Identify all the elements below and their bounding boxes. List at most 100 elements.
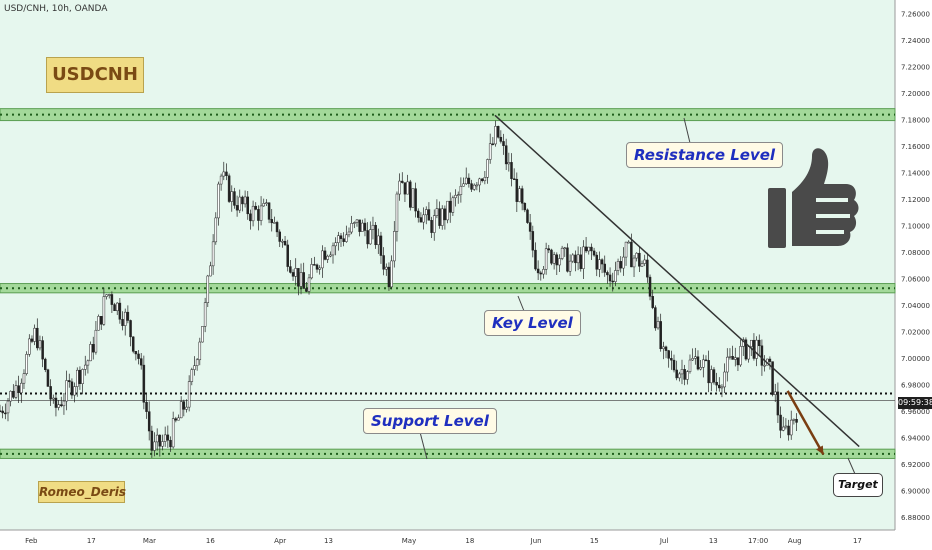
candle-body xyxy=(275,222,279,233)
candle-body xyxy=(789,419,793,436)
candle-body xyxy=(574,254,577,264)
candle-body xyxy=(214,217,218,243)
candle-body xyxy=(531,231,535,251)
candle-body xyxy=(398,180,401,195)
candle-body xyxy=(297,268,300,287)
candle-body xyxy=(78,369,82,384)
candle-body xyxy=(440,208,444,226)
candle-body xyxy=(571,254,575,262)
candle-body xyxy=(526,209,529,223)
candle-body xyxy=(131,336,135,352)
candle-body xyxy=(68,380,71,383)
candle-body xyxy=(291,272,295,277)
candle-body xyxy=(750,339,753,347)
x-tick-label: Mar xyxy=(143,537,156,545)
symbol-badge: USDCNH xyxy=(46,57,144,93)
candle-body xyxy=(446,200,449,221)
candle-body xyxy=(539,272,543,275)
candle-body xyxy=(664,346,668,351)
candle-body xyxy=(334,242,337,247)
candle-body xyxy=(94,329,98,353)
candle-body xyxy=(299,272,303,287)
candle-body xyxy=(12,390,15,398)
candle-body xyxy=(371,224,375,230)
y-tick-label: 6.88000 xyxy=(901,514,930,522)
candle-body xyxy=(651,296,654,308)
y-tick-label: 6.92000 xyxy=(901,461,930,469)
candle-body xyxy=(142,364,146,403)
candle-body xyxy=(736,357,740,366)
candle-body xyxy=(502,141,505,146)
candle-body xyxy=(166,434,170,441)
x-tick-label: 17 xyxy=(87,537,96,545)
candle-body xyxy=(374,224,377,246)
candle-body xyxy=(715,381,718,386)
candle-body xyxy=(54,397,58,408)
candle-body xyxy=(147,411,151,432)
candle-body xyxy=(406,181,409,195)
y-tick-label: 6.94000 xyxy=(901,434,930,442)
candle-body xyxy=(211,241,215,267)
y-tick-label: 7.14000 xyxy=(901,169,930,177)
candle-body xyxy=(600,259,604,265)
candle-body xyxy=(448,200,452,213)
candle-body xyxy=(187,381,191,408)
candle-body xyxy=(233,191,236,206)
candle-body xyxy=(241,196,244,205)
candle-body xyxy=(422,214,425,223)
x-tick-label: 15 xyxy=(590,537,599,545)
candle-body xyxy=(174,418,178,421)
candle-body xyxy=(592,250,596,256)
candle-body xyxy=(419,217,423,223)
candle-body xyxy=(62,400,66,407)
candle-body xyxy=(475,184,479,187)
candle-body xyxy=(624,241,628,258)
y-tick-label: 6.90000 xyxy=(901,487,930,495)
zone-band xyxy=(0,108,896,122)
candle-body xyxy=(262,203,265,207)
candle-body xyxy=(603,263,606,273)
candle-body xyxy=(363,222,367,231)
candle-body xyxy=(107,294,111,296)
y-tick-label: 7.02000 xyxy=(901,328,930,336)
candle-body xyxy=(99,316,103,325)
candle-body xyxy=(161,441,164,447)
candle-body xyxy=(702,359,705,368)
candle-body xyxy=(491,143,495,145)
candle-body xyxy=(608,274,612,282)
x-tick-label: Apr xyxy=(274,537,286,545)
candle-body xyxy=(781,426,785,431)
candle-body xyxy=(150,430,154,451)
candle-body xyxy=(720,386,724,389)
candle-body xyxy=(86,360,90,366)
candle-body xyxy=(286,244,289,267)
candle-body xyxy=(680,369,684,375)
candle-body xyxy=(257,209,260,221)
candle-body xyxy=(177,417,180,421)
candle-body xyxy=(44,358,47,370)
resistance-level-label: Resistance Level xyxy=(626,142,784,168)
candle-body xyxy=(795,418,798,423)
candle-body xyxy=(83,364,87,370)
x-tick-label: Feb xyxy=(25,537,38,545)
candle-body xyxy=(123,311,127,326)
y-tick-label: 7.06000 xyxy=(901,275,930,283)
candle-body xyxy=(307,277,311,292)
candle-body xyxy=(787,425,790,436)
x-tick-label: 13 xyxy=(324,537,333,545)
candle-body xyxy=(60,404,63,407)
candle-body xyxy=(464,177,468,185)
candle-body xyxy=(331,245,335,256)
candle-body xyxy=(283,240,287,246)
trendline xyxy=(494,114,860,448)
candle-body xyxy=(670,358,673,361)
candle-body xyxy=(361,222,364,232)
candle-body xyxy=(496,126,500,138)
candle-body xyxy=(46,369,50,387)
candle-body xyxy=(640,263,644,267)
candle-body xyxy=(193,365,196,370)
candle-body xyxy=(728,356,732,358)
candle-body xyxy=(387,266,391,288)
candle-body xyxy=(739,346,742,366)
